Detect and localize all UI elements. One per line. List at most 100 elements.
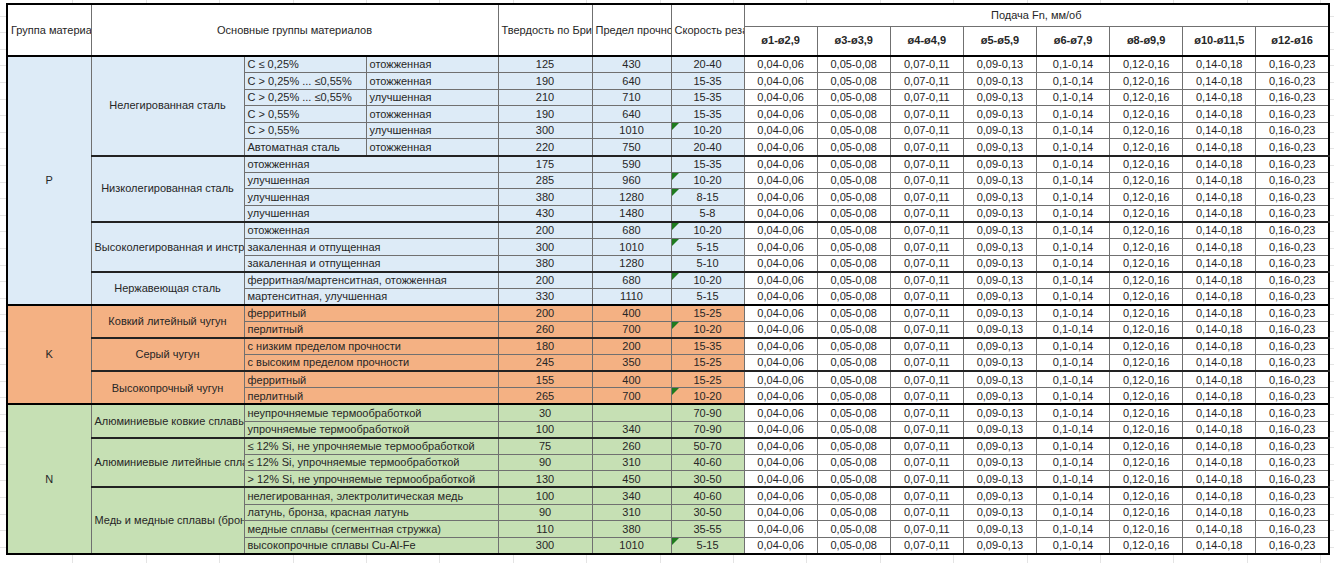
cell-feed-value[interactable]: 0,09-0,13: [963, 139, 1036, 156]
cell-feed-value[interactable]: 0,09-0,13: [963, 537, 1036, 554]
cell-feed-value[interactable]: 0,05-0,08: [817, 471, 890, 488]
cell-cutting-speed-vc[interactable]: 10-20: [671, 388, 744, 405]
cell-feed-value[interactable]: 0,04-0,06: [744, 355, 817, 372]
cell-feed-value[interactable]: 0,05-0,08: [817, 355, 890, 372]
cell-material-description[interactable]: нелегированная, электролитическая медь: [244, 487, 498, 504]
cell-strength-rm[interactable]: 960: [592, 172, 671, 189]
cell-feed-value[interactable]: 0,16-0,23: [1256, 272, 1329, 289]
cell-feed-value[interactable]: 0,04-0,06: [744, 106, 817, 123]
cell-feed-value[interactable]: 0,16-0,23: [1256, 288, 1329, 305]
cell-feed-value[interactable]: 0,14-0,18: [1183, 73, 1256, 90]
cell-strength-rm[interactable]: 340: [592, 421, 671, 438]
cell-feed-value[interactable]: 0,07-0,11: [890, 388, 963, 405]
cell-feed-value[interactable]: 0,07-0,11: [890, 355, 963, 372]
cell-feed-value[interactable]: 0,1-0,14: [1036, 305, 1109, 322]
cell-hardness-hb[interactable]: 260: [498, 322, 592, 339]
cell-feed-value[interactable]: 0,05-0,08: [817, 172, 890, 189]
cell-feed-value[interactable]: 0,09-0,13: [963, 322, 1036, 339]
cell-feed-value[interactable]: 0,1-0,14: [1036, 56, 1109, 73]
cell-feed-value[interactable]: 0,16-0,23: [1256, 139, 1329, 156]
cell-cutting-speed-vc[interactable]: 15-25: [671, 371, 744, 388]
cell-feed-value[interactable]: 0,04-0,06: [744, 288, 817, 305]
cell-feed-value[interactable]: 0,12-0,16: [1110, 305, 1183, 322]
cell-hardness-hb[interactable]: 380: [498, 255, 592, 272]
cell-feed-value[interactable]: 0,05-0,08: [817, 421, 890, 438]
cell-hardness-hb[interactable]: 245: [498, 355, 592, 372]
cell-hardness-hb[interactable]: 330: [498, 288, 592, 305]
cell-feed-value[interactable]: 0,09-0,13: [963, 471, 1036, 488]
cell-feed-value[interactable]: 0,04-0,06: [744, 189, 817, 206]
cell-feed-value[interactable]: 0,12-0,16: [1110, 471, 1183, 488]
cell-feed-value[interactable]: 0,05-0,08: [817, 205, 890, 222]
cell-material-group-letter[interactable]: K: [7, 305, 91, 405]
cell-feed-value[interactable]: 0,05-0,08: [817, 139, 890, 156]
cell-feed-value[interactable]: 0,16-0,23: [1256, 322, 1329, 339]
cell-hardness-hb[interactable]: 200: [498, 305, 592, 322]
cell-treatment-state[interactable]: улучшенная: [366, 89, 498, 106]
cell-material-group-letter[interactable]: N: [7, 404, 91, 553]
cell-feed-value[interactable]: 0,14-0,18: [1183, 388, 1256, 405]
cell-feed-value[interactable]: 0,1-0,14: [1036, 156, 1109, 173]
cell-treatment-state[interactable]: отожженная: [366, 106, 498, 123]
cell-strength-rm[interactable]: 1110: [592, 288, 671, 305]
cell-feed-value[interactable]: 0,04-0,06: [744, 272, 817, 289]
header-cell-diameter[interactable]: ø4-ø4,9: [890, 26, 963, 56]
cell-strength-rm[interactable]: 1010: [592, 537, 671, 554]
cell-feed-value[interactable]: 0,04-0,06: [744, 305, 817, 322]
cell-treatment-state[interactable]: отожженная: [366, 56, 498, 73]
cell-feed-value[interactable]: 0,07-0,11: [890, 438, 963, 455]
cell-feed-value[interactable]: 0,05-0,08: [817, 122, 890, 139]
cell-hardness-hb[interactable]: 75: [498, 438, 592, 455]
cell-feed-value[interactable]: 0,16-0,23: [1256, 355, 1329, 372]
cell-feed-value[interactable]: 0,09-0,13: [963, 388, 1036, 405]
cell-feed-value[interactable]: 0,04-0,06: [744, 454, 817, 471]
cell-feed-value[interactable]: 0,09-0,13: [963, 272, 1036, 289]
cell-cutting-speed-vc[interactable]: 20-40: [671, 56, 744, 73]
cell-cutting-speed-vc[interactable]: 15-35: [671, 338, 744, 355]
cell-feed-value[interactable]: 0,14-0,18: [1183, 272, 1256, 289]
cell-strength-rm[interactable]: 430: [592, 56, 671, 73]
cell-feed-value[interactable]: 0,12-0,16: [1110, 404, 1183, 421]
cell-feed-value[interactable]: 0,16-0,23: [1256, 255, 1329, 272]
cell-feed-value[interactable]: 0,16-0,23: [1256, 172, 1329, 189]
cell-feed-value[interactable]: 0,09-0,13: [963, 421, 1036, 438]
cell-feed-value[interactable]: 0,16-0,23: [1256, 521, 1329, 538]
cell-feed-value[interactable]: 0,07-0,11: [890, 272, 963, 289]
cell-cutting-speed-vc[interactable]: 10-20: [671, 322, 744, 339]
cell-feed-value[interactable]: 0,12-0,16: [1110, 355, 1183, 372]
cell-strength-rm[interactable]: 200: [592, 338, 671, 355]
header-cell-diameter[interactable]: ø8-ø9,9: [1110, 26, 1183, 56]
cell-material-description[interactable]: ферритный: [244, 371, 498, 388]
cell-feed-value[interactable]: 0,16-0,23: [1256, 338, 1329, 355]
cell-feed-value[interactable]: 0,09-0,13: [963, 355, 1036, 372]
cell-feed-value[interactable]: 0,14-0,18: [1183, 239, 1256, 256]
cell-feed-value[interactable]: 0,1-0,14: [1036, 172, 1109, 189]
cell-carbon-content[interactable]: C ≤ 0,25%: [244, 56, 366, 73]
cell-feed-value[interactable]: 0,1-0,14: [1036, 189, 1109, 206]
cell-strength-rm[interactable]: 310: [592, 504, 671, 521]
cell-feed-value[interactable]: 0,04-0,06: [744, 338, 817, 355]
cell-feed-value[interactable]: 0,16-0,23: [1256, 106, 1329, 123]
cell-feed-value[interactable]: 0,14-0,18: [1183, 156, 1256, 173]
cell-strength-rm[interactable]: 310: [592, 454, 671, 471]
cell-material-description[interactable]: латунь, бронза, красная латунь: [244, 504, 498, 521]
cell-cutting-speed-vc[interactable]: 30-50: [671, 504, 744, 521]
cell-feed-value[interactable]: 0,1-0,14: [1036, 338, 1109, 355]
cell-feed-value[interactable]: 0,12-0,16: [1110, 388, 1183, 405]
cell-cutting-speed-vc[interactable]: 10-20: [671, 122, 744, 139]
cell-feed-value[interactable]: 0,07-0,11: [890, 73, 963, 90]
cell-feed-value[interactable]: 0,14-0,18: [1183, 305, 1256, 322]
cell-feed-value[interactable]: 0,07-0,11: [890, 89, 963, 106]
cell-cutting-speed-vc[interactable]: 50-70: [671, 438, 744, 455]
cell-feed-value[interactable]: 0,07-0,11: [890, 421, 963, 438]
cell-feed-value[interactable]: 0,16-0,23: [1256, 222, 1329, 239]
cell-hardness-hb[interactable]: 125: [498, 56, 592, 73]
cell-feed-value[interactable]: 0,09-0,13: [963, 438, 1036, 455]
cell-feed-value[interactable]: 0,05-0,08: [817, 338, 890, 355]
cell-material-description[interactable]: с высоким пределом прочности: [244, 355, 498, 372]
cell-feed-value[interactable]: 0,1-0,14: [1036, 404, 1109, 421]
cell-feed-value[interactable]: 0,05-0,08: [817, 438, 890, 455]
cell-feed-value[interactable]: 0,09-0,13: [963, 156, 1036, 173]
cell-feed-value[interactable]: 0,05-0,08: [817, 371, 890, 388]
cell-hardness-hb[interactable]: 210: [498, 89, 592, 106]
